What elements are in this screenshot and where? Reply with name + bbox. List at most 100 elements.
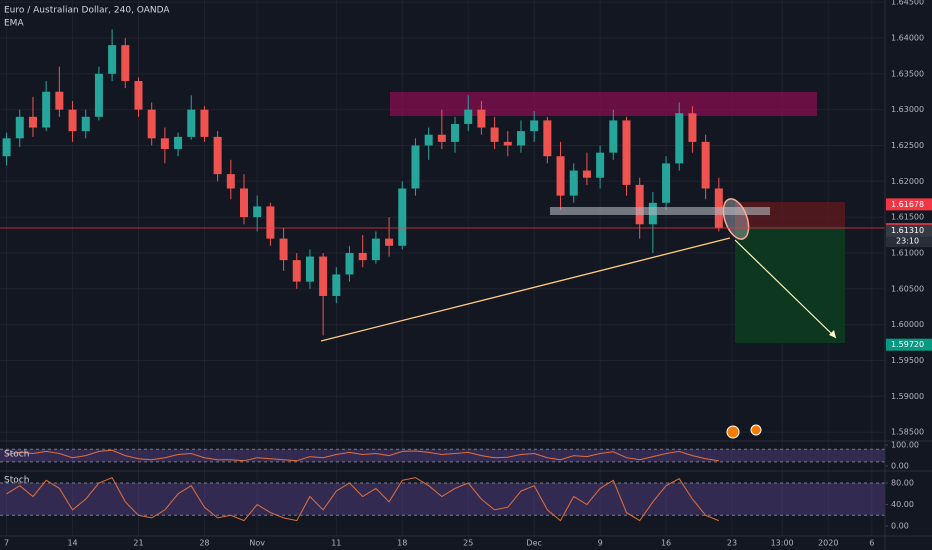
pane-title: Stoch <box>4 476 29 486</box>
support-zone <box>550 207 770 215</box>
candle-body <box>371 238 380 261</box>
candle-body <box>490 127 499 142</box>
candle-body <box>15 116 24 139</box>
candle-body <box>543 120 552 157</box>
x-tick-label: 21 <box>133 539 143 548</box>
price-tag <box>886 198 932 211</box>
resistance-zone <box>390 92 817 116</box>
y-tick-label: 1.61000 <box>891 248 924 257</box>
candle-body <box>688 113 697 142</box>
candle-body <box>147 109 156 139</box>
x-tick-label: 23 <box>727 539 737 548</box>
labels: 7 14 21 28 Nov 11 18 25 Dec 9 16 23 13:00 2020 6 1.5850… <box>4 0 932 548</box>
highlight-ellipse <box>722 198 750 240</box>
arrow-line <box>734 239 837 339</box>
symbol-title: Euro / Australian Dollar, 240, OANDA <box>4 6 170 16</box>
candle-body <box>556 156 565 196</box>
candle-body <box>385 238 394 246</box>
event-icon[interactable] <box>726 425 740 439</box>
candle-body <box>108 45 117 74</box>
y-tick-label: 80.00 <box>891 479 914 488</box>
pane-title: Stoch <box>4 450 29 460</box>
candle-body <box>81 116 90 132</box>
drawings-front <box>0 198 885 439</box>
candle-body <box>451 123 460 142</box>
candle-body <box>516 131 525 146</box>
x-tick-label: 2020 <box>818 539 838 548</box>
candle-body <box>437 134 446 142</box>
y-tick-label: 1.61500 <box>891 213 924 222</box>
candle-body <box>569 170 578 196</box>
candle-body <box>305 256 314 282</box>
candle-body <box>530 120 539 132</box>
candle-body <box>596 152 605 178</box>
y-tick-label: 1.64000 <box>891 33 924 42</box>
candle-body <box>68 109 77 132</box>
candle-body <box>424 134 433 146</box>
y-tick-label: 1.62500 <box>891 141 924 150</box>
countdown-tag <box>886 235 932 248</box>
candle-body <box>662 163 671 203</box>
x-tick-label: Dec <box>526 539 541 548</box>
candle-body <box>582 170 591 178</box>
price-tag-label: 1.59720 <box>891 340 924 349</box>
candle-body <box>503 141 512 146</box>
candle-body <box>213 136 222 175</box>
candle-body <box>121 45 130 81</box>
x-tick-label: 14 <box>67 539 77 548</box>
candle-body <box>701 141 710 189</box>
candle-body <box>398 188 407 246</box>
candle-body <box>292 260 301 282</box>
x-tick-label: 16 <box>661 539 671 548</box>
candle-body <box>622 120 631 185</box>
y-tick-label: 1.63000 <box>891 105 924 114</box>
y-tick-label: 1.59000 <box>891 392 924 401</box>
event-icon[interactable] <box>750 424 762 436</box>
x-tick-label: 7 <box>4 539 9 548</box>
candle-body <box>345 252 354 275</box>
indicator-name: EMA <box>4 19 24 29</box>
countdown-label: 23:10 <box>896 237 919 246</box>
y-tick-label: 1.60500 <box>891 284 924 293</box>
candle-body <box>55 91 64 110</box>
x-tick-label: 11 <box>331 539 341 548</box>
candle-body <box>358 252 367 261</box>
candle-body <box>240 188 249 218</box>
candle-body <box>94 73 103 117</box>
y-tick-label: 1.58500 <box>891 428 924 437</box>
candle-body <box>134 80 143 110</box>
y-tick-label: 0.00 <box>891 522 909 531</box>
candle-body <box>477 109 486 128</box>
stoch-band <box>0 449 885 462</box>
candle-body <box>174 136 183 150</box>
y-tick-label: 1.64500 <box>891 0 924 7</box>
x-tick-label: 18 <box>397 539 407 548</box>
y-tick-label: 0.00 <box>891 462 909 471</box>
candle-body <box>319 256 328 296</box>
x-tick-label: 25 <box>463 539 473 548</box>
candle-body <box>28 116 37 128</box>
candle-body <box>226 174 235 189</box>
candle-body <box>266 206 275 239</box>
y-tick-label: 1.59500 <box>891 356 924 365</box>
stoch-line <box>6 449 719 462</box>
x-tick-label: 9 <box>598 539 603 548</box>
drawings-back <box>390 92 845 343</box>
arrow-head <box>829 330 836 338</box>
candle-body <box>160 138 169 150</box>
x-tick-label: 13:00 <box>771 539 794 548</box>
candle-body <box>253 206 262 218</box>
candle-body <box>2 138 11 157</box>
candle-body <box>675 113 684 164</box>
candle-body <box>609 120 618 153</box>
price-tag-label: 1.61310 <box>891 226 924 235</box>
y-tick-label: 1.63500 <box>891 69 924 78</box>
candle-body <box>200 109 209 137</box>
y-tick-label: 1.60000 <box>891 320 924 329</box>
target-zone <box>735 228 845 343</box>
y-tick-label: 100.00 <box>891 441 919 450</box>
x-tick-label: Nov <box>249 539 265 548</box>
marks <box>0 29 885 522</box>
y-tick-label: 1.62000 <box>891 177 924 186</box>
